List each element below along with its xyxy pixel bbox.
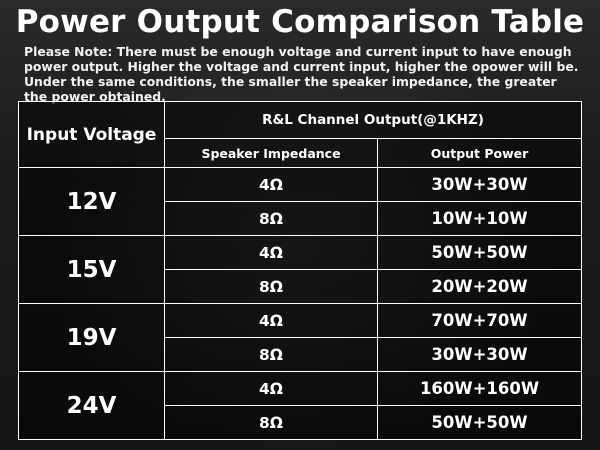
impedance-cell: 4Ω — [164, 235, 378, 270]
table-row: 8Ω 10W+10W — [19, 201, 583, 236]
impedance-cell: 8Ω — [164, 269, 378, 304]
power-cell: 30W+30W — [376, 167, 583, 202]
power-cell: 10W+10W — [376, 201, 583, 236]
table-row: 15V 4Ω 50W+50W — [18, 235, 583, 304]
power-output-table: Input Voltage R&L Channel Output(@1KHZ) … — [18, 101, 583, 440]
power-cell: 30W+30W — [376, 337, 583, 372]
page-title: Power Output Comparison Table — [15, 4, 585, 40]
table-row: 8Ω 30W+30W — [19, 337, 583, 372]
note-text: Please Note: There must be enough voltag… — [24, 44, 579, 104]
impedance-cell: 8Ω — [164, 405, 378, 440]
output-power-header: Output Power — [376, 138, 583, 168]
power-cell: 160W+160W — [376, 371, 583, 406]
voltage-cell: 15V — [18, 235, 165, 304]
power-cell: 70W+70W — [376, 303, 583, 338]
channel-output-header: R&L Channel Output(@1KHZ) — [163, 101, 583, 139]
voltage-cell: 12V — [18, 167, 165, 236]
power-cell: 50W+50W — [376, 235, 583, 270]
voltage-cell: 19V — [18, 303, 165, 372]
impedance-cell: 4Ω — [164, 167, 378, 202]
table-row: 24V 4Ω 160W+160W — [18, 371, 583, 440]
impedance-cell: 8Ω — [164, 337, 378, 372]
table-row: 19V 4Ω 70W+70W — [18, 303, 583, 372]
power-cell: 50W+50W — [376, 405, 583, 440]
table-row: 12V 4Ω 30W+30W — [18, 167, 583, 236]
impedance-cell: 8Ω — [164, 201, 378, 236]
speaker-impedance-header: Speaker Impedance — [164, 138, 378, 168]
impedance-cell: 4Ω — [164, 303, 378, 338]
power-cell: 20W+20W — [376, 269, 583, 304]
input-voltage-header: Input Voltage — [18, 101, 165, 168]
voltage-cell: 24V — [18, 371, 165, 440]
table-row: 8Ω 50W+50W — [19, 405, 583, 440]
impedance-cell: 4Ω — [164, 371, 378, 406]
